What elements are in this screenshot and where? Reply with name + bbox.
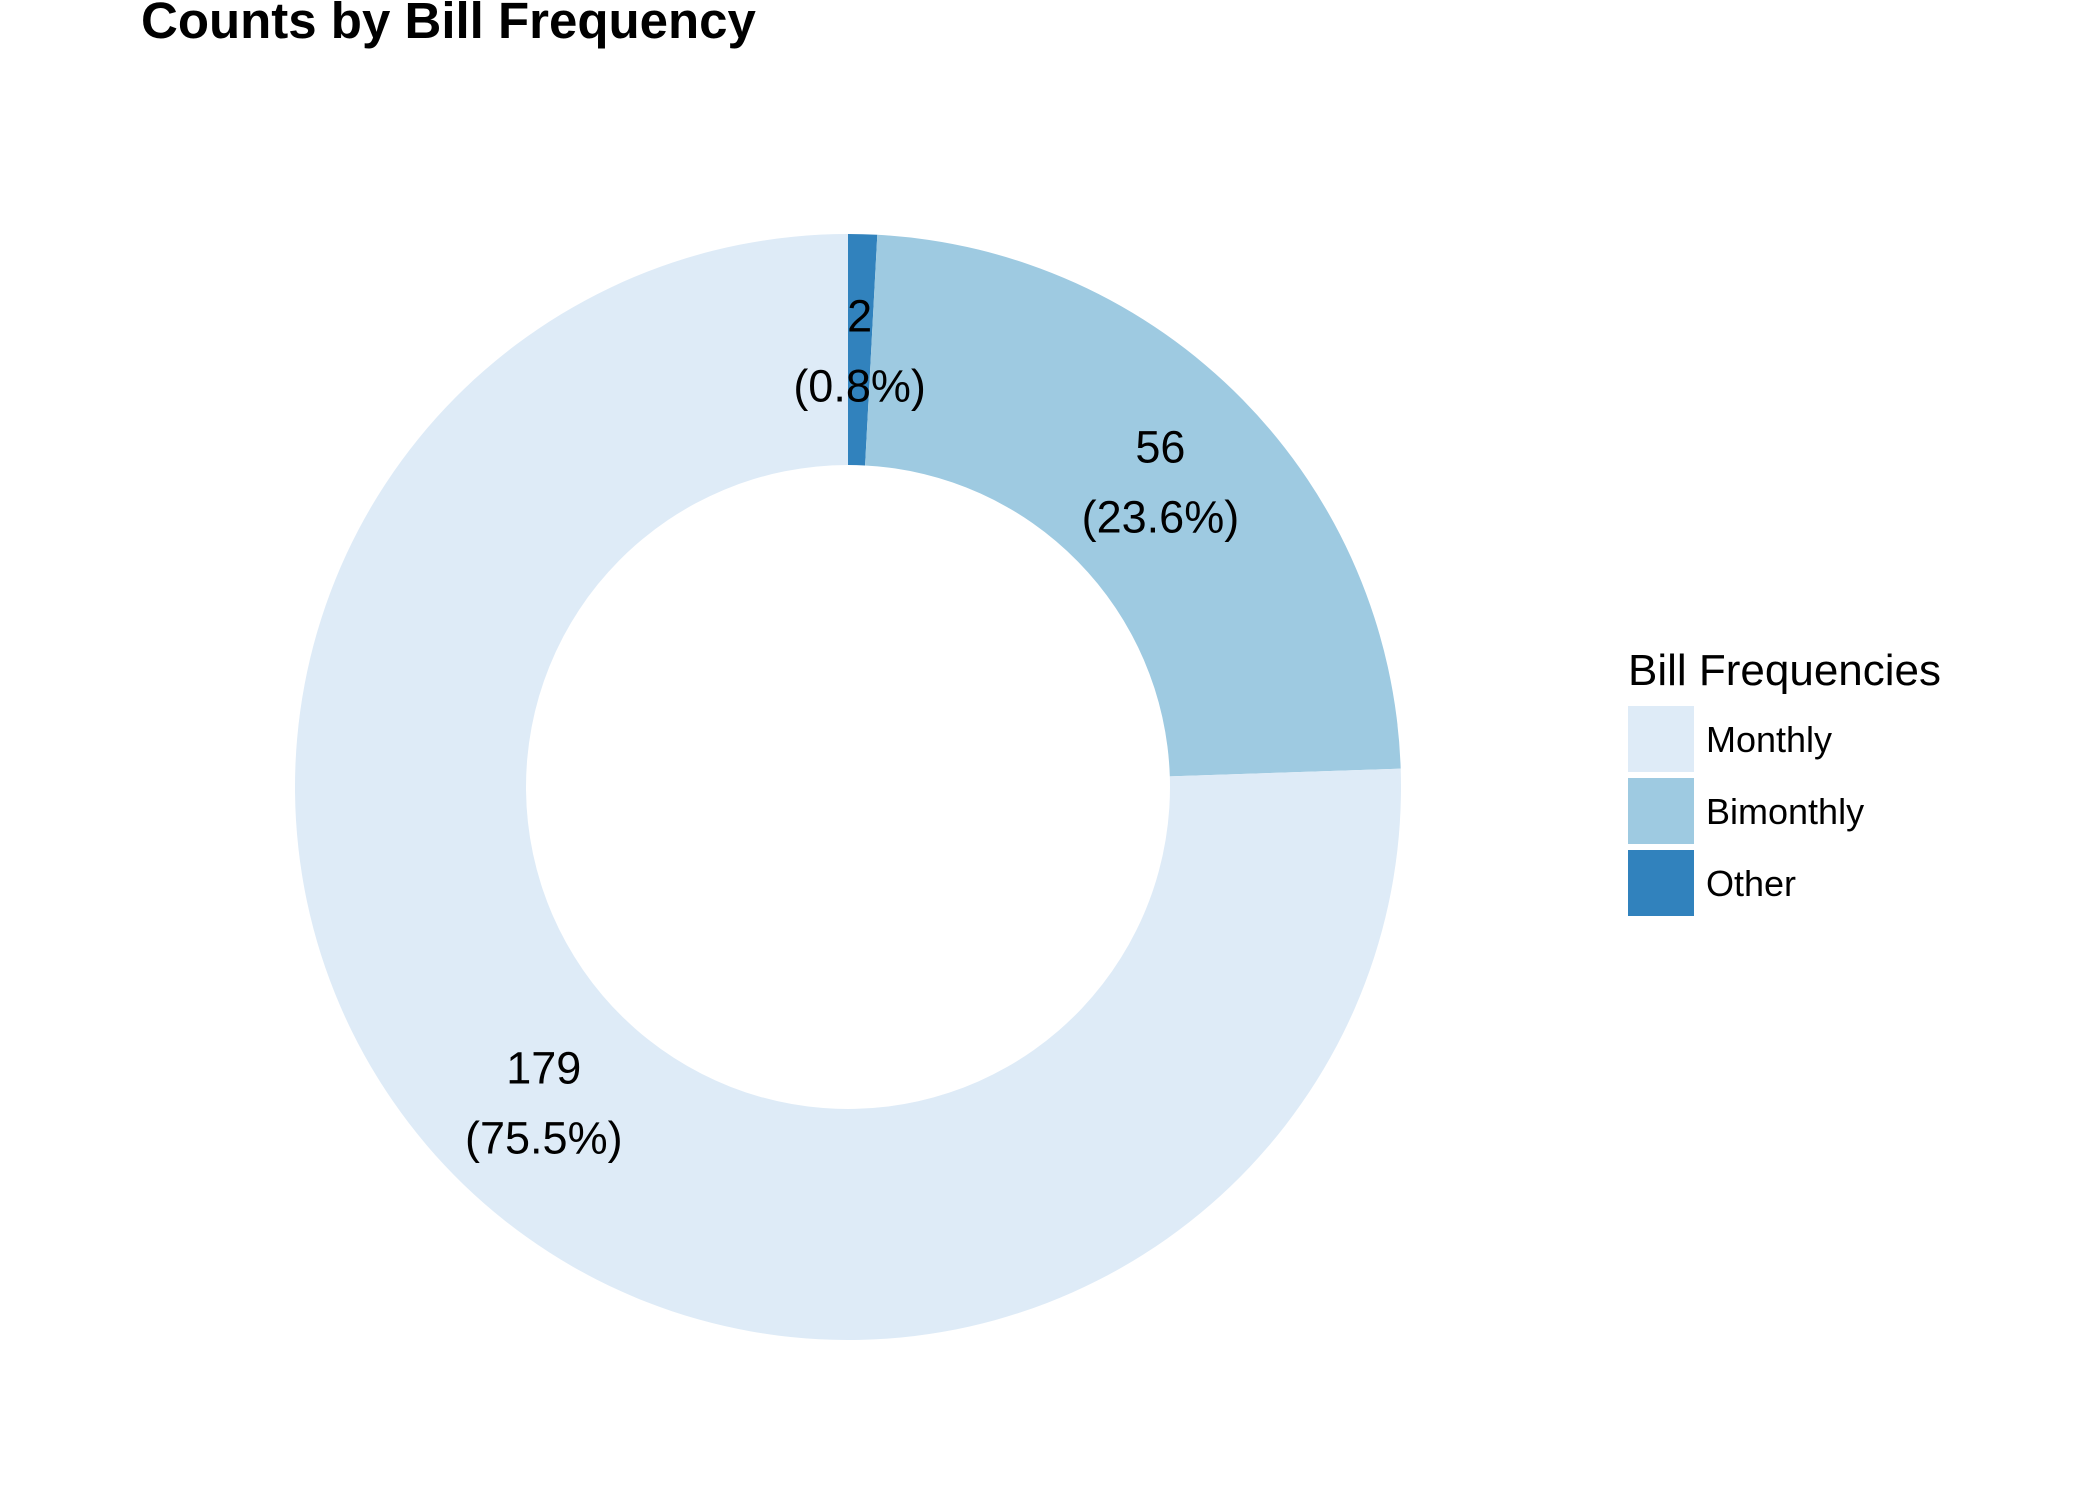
legend-key-bimonthly bbox=[1628, 778, 1694, 844]
slice-percent-label-other: (0.8%) bbox=[793, 361, 926, 412]
slice-monthly bbox=[295, 234, 1401, 1340]
slice-percent-label-bimonthly: (23.6%) bbox=[1082, 492, 1240, 543]
legend-key-other bbox=[1628, 850, 1694, 916]
slice-count-label-bimonthly: 56 bbox=[1135, 422, 1185, 473]
legend-key-monthly bbox=[1628, 706, 1694, 772]
legend-title: Bill Frequencies bbox=[1628, 646, 1941, 695]
slice-labels: 2 (0.8%) 56 (23.6%) 179 (75.5%) bbox=[465, 291, 1239, 1164]
legend: Bill Frequencies Monthly Bimonthly Other bbox=[1628, 646, 1941, 916]
legend-item-bimonthly: Bimonthly bbox=[1628, 778, 1864, 844]
legend-label-bimonthly: Bimonthly bbox=[1706, 791, 1864, 832]
slice-count-label-other: 2 bbox=[847, 291, 872, 342]
slice-count-label-monthly: 179 bbox=[506, 1042, 581, 1093]
slice-percent-label-monthly: (75.5%) bbox=[465, 1112, 623, 1163]
legend-label-other: Other bbox=[1706, 863, 1796, 904]
donut-slices bbox=[295, 234, 1401, 1340]
legend-item-monthly: Monthly bbox=[1628, 706, 1832, 772]
chart-title: Counts by Bill Frequency bbox=[141, 0, 757, 49]
slice-bimonthly bbox=[865, 234, 1401, 777]
legend-item-other: Other bbox=[1628, 850, 1796, 916]
legend-items: Monthly Bimonthly Other bbox=[1628, 706, 1864, 916]
slice-other bbox=[848, 234, 878, 466]
legend-label-monthly: Monthly bbox=[1706, 719, 1832, 760]
